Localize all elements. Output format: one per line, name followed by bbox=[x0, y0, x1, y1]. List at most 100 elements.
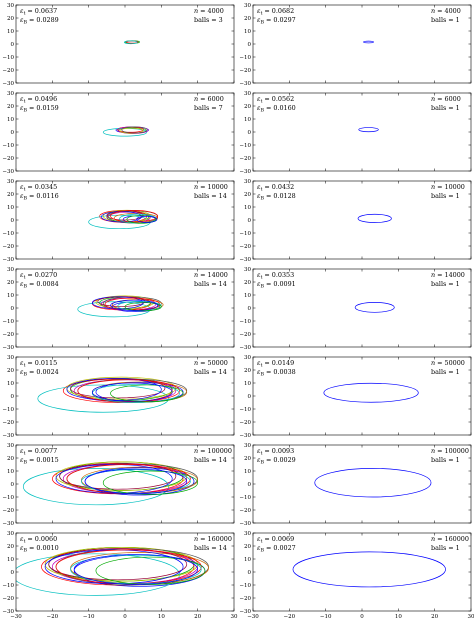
ball-ellipse bbox=[37, 384, 169, 413]
axes-frame bbox=[15, 4, 235, 84]
ball-ellipse bbox=[110, 384, 184, 403]
n-label: n = 100000 bbox=[431, 447, 469, 455]
y-tick-label: −10 bbox=[239, 407, 251, 413]
eps-B-value: = 0.0297 bbox=[264, 16, 296, 24]
eps-B-value: = 0.0159 bbox=[27, 104, 59, 112]
ellipse-group bbox=[357, 213, 392, 223]
eps-t-label: εt = 0.0682 bbox=[257, 7, 294, 17]
ball-ellipse bbox=[55, 464, 173, 494]
axes-frame bbox=[15, 356, 235, 436]
y-tick-label: −30 bbox=[2, 433, 14, 439]
eps-B-value: = 0.0091 bbox=[264, 280, 296, 288]
ellipse-group bbox=[323, 382, 419, 403]
ball-ellipse bbox=[48, 548, 188, 581]
ellipse-group bbox=[102, 126, 149, 137]
y-tick-label: 0 bbox=[248, 42, 252, 48]
panel-r6-c0: −30 −20 −10 0 10 20 30 −30 −20 −10 0 10 20 30 εt = 0.0… bbox=[2, 531, 238, 620]
eps-t-label: εt = 0.0149 bbox=[257, 359, 294, 369]
eps-t-value: = 0.0115 bbox=[25, 359, 57, 367]
balls-label: balls = 1 bbox=[431, 192, 460, 200]
ball-ellipse bbox=[357, 213, 392, 223]
eps-B-value: = 0.0027 bbox=[264, 544, 296, 552]
balls-label: balls = 14 bbox=[194, 544, 227, 552]
x-tick-label: 10 bbox=[395, 614, 402, 620]
ball-ellipse bbox=[81, 469, 191, 494]
x-tick-label: 30 bbox=[231, 614, 238, 620]
ball-ellipse bbox=[22, 468, 169, 506]
ellipse-group bbox=[123, 40, 140, 45]
n-value: = 100000 bbox=[435, 447, 469, 455]
n-value: = 14000 bbox=[198, 271, 228, 279]
y-tick-label: −10 bbox=[239, 231, 251, 237]
eps-B-value: = 0.0289 bbox=[27, 16, 59, 24]
eps-B-label: εB = 0.0160 bbox=[257, 104, 296, 114]
eps-t-value: = 0.0270 bbox=[25, 271, 57, 279]
y-tick-label: −30 bbox=[2, 81, 14, 87]
y-tick-label: 20 bbox=[7, 280, 14, 286]
y-tick-label: −30 bbox=[2, 169, 14, 175]
axes-frame bbox=[252, 180, 472, 260]
ball-ellipse bbox=[110, 299, 159, 311]
y-tick-label: −10 bbox=[2, 55, 14, 61]
eps-t-label: εt = 0.0637 bbox=[20, 7, 57, 17]
y-tick-label: −20 bbox=[2, 420, 14, 426]
x-tick-label: −30 bbox=[247, 614, 259, 620]
axes-frame bbox=[15, 268, 235, 348]
y-tick-label: −30 bbox=[239, 345, 251, 351]
eps-B-value: = 0.0015 bbox=[27, 456, 59, 464]
y-tick-label: −20 bbox=[239, 596, 251, 602]
ellipse-group bbox=[77, 295, 164, 318]
y-tick-label: −20 bbox=[239, 508, 251, 514]
eps-t-value: = 0.0682 bbox=[262, 7, 294, 15]
y-tick-label: 10 bbox=[244, 469, 251, 475]
y-tick-label: −30 bbox=[239, 609, 251, 615]
ball-ellipse bbox=[314, 468, 432, 498]
n-label: n = 4000 bbox=[431, 7, 461, 15]
y-tick-label: −10 bbox=[2, 495, 14, 501]
y-tick-label: 20 bbox=[244, 456, 251, 462]
x-tick-label: −20 bbox=[47, 614, 59, 620]
y-tick-label: −10 bbox=[239, 55, 251, 61]
y-tick-label: 30 bbox=[244, 531, 251, 537]
eps-B-value: = 0.0024 bbox=[27, 368, 59, 376]
y-tick-label: 0 bbox=[11, 218, 15, 224]
ellipse-group bbox=[314, 468, 432, 498]
eps-t-label: εt = 0.0270 bbox=[20, 271, 57, 281]
eps-B-value: = 0.0160 bbox=[264, 104, 296, 112]
eps-t-value: = 0.0093 bbox=[262, 447, 294, 455]
eps-t-label: εt = 0.0345 bbox=[20, 183, 57, 193]
y-tick-label: −30 bbox=[2, 521, 14, 527]
x-tick-label: −20 bbox=[284, 614, 296, 620]
balls-label: balls = 14 bbox=[194, 456, 227, 464]
eps-B-value: = 0.0029 bbox=[264, 456, 296, 464]
n-value: = 10000 bbox=[198, 183, 228, 191]
ball-ellipse bbox=[16, 553, 180, 596]
y-tick-label: −30 bbox=[2, 257, 14, 263]
y-tick-label: −10 bbox=[239, 319, 251, 325]
eps-B-label: εB = 0.0159 bbox=[20, 104, 59, 114]
y-tick-label: 30 bbox=[7, 179, 14, 185]
y-tick-label: 0 bbox=[248, 570, 252, 576]
ball-ellipse bbox=[358, 127, 379, 133]
y-tick-label: 10 bbox=[7, 557, 14, 563]
y-tick-label: 10 bbox=[244, 557, 251, 563]
ellipse-group bbox=[354, 302, 395, 313]
ball-ellipse bbox=[84, 468, 188, 495]
eps-B-label: εB = 0.0010 bbox=[20, 544, 59, 554]
n-label: n = 6000 bbox=[431, 95, 461, 103]
n-label: n = 160000 bbox=[431, 535, 469, 543]
n-label: n = 6000 bbox=[194, 95, 224, 103]
balls-label: balls = 14 bbox=[194, 280, 227, 288]
y-tick-label: 20 bbox=[244, 544, 251, 550]
y-tick-label: −20 bbox=[239, 68, 251, 74]
y-tick-label: 0 bbox=[11, 570, 15, 576]
y-tick-label: −30 bbox=[239, 81, 251, 87]
eps-t-value: = 0.0496 bbox=[25, 95, 57, 103]
eps-B-label: εB = 0.0091 bbox=[257, 280, 296, 290]
y-tick-label: −30 bbox=[239, 521, 251, 527]
y-tick-label: 10 bbox=[244, 381, 251, 387]
